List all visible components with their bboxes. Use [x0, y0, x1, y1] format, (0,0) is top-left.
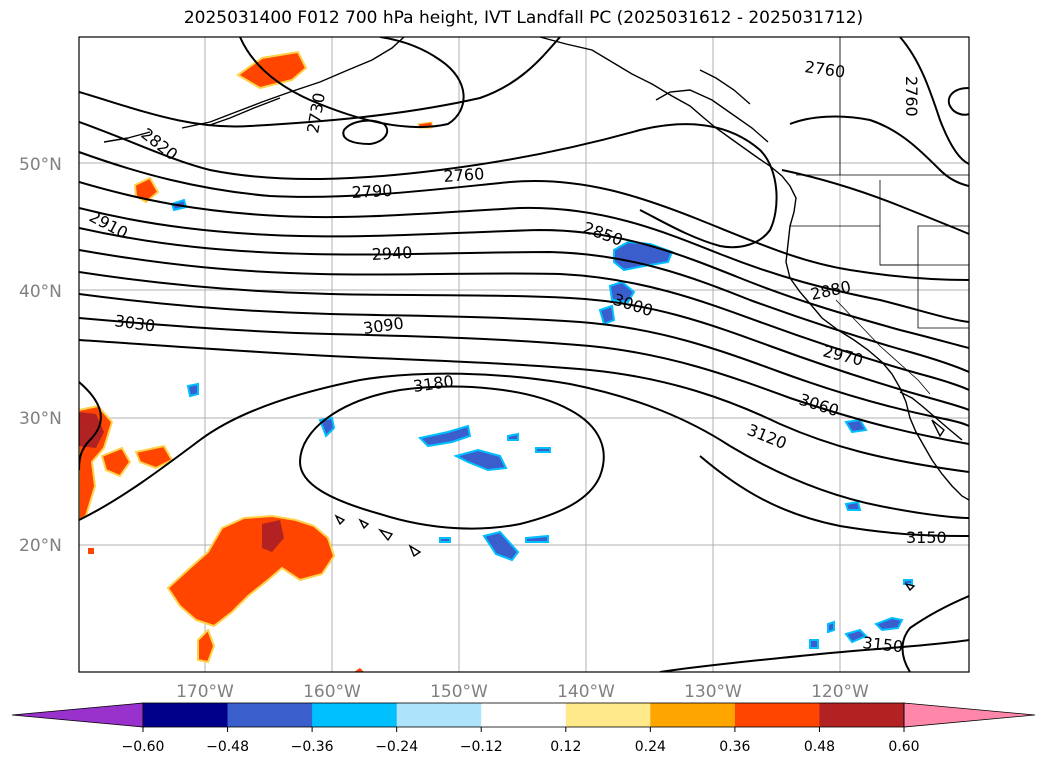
lon-label-160w: 160°W [303, 682, 361, 702]
contour-label: 2790 [351, 181, 393, 202]
longitude-labels: 170°W 160°W 150°W 140°W 130°W 120°W [176, 682, 869, 702]
colorbar-extend-min [11, 702, 144, 728]
latitude-labels: 50°N 40°N 30°N 20°N [19, 155, 62, 556]
colorbar-tick-label: 0.36 [719, 739, 750, 755]
colorbar-tick-label: −0.12 [460, 739, 503, 755]
lat-label-50n: 50°N [19, 155, 62, 175]
contour-label: 3150 [862, 633, 904, 656]
map-title: 2025031400 F012 700 hPa height, IVT Land… [183, 8, 864, 28]
contour-label: 3150 [906, 528, 947, 547]
colorbar: −0.60 −0.48 −0.36 −0.24 −0.12 0.12 0.24 0.36 0.4… [11, 702, 1036, 755]
colorbar-tick-label: 0.48 [804, 739, 835, 755]
colorbar-extend-max [903, 702, 1036, 728]
contour-label: 2760 [443, 164, 485, 186]
colorbar-segment [565, 703, 651, 727]
negative-ivt-patches [170, 198, 913, 649]
colorbar-segment [396, 703, 482, 727]
map-frame [78, 36, 970, 673]
colorbar-tick-label: 0.60 [888, 739, 919, 755]
contour-label: 2940 [371, 243, 413, 264]
colorbar-tick-label: 0.12 [550, 739, 581, 755]
colorbar-tick-label: −0.36 [291, 739, 334, 755]
lon-label-150w: 150°W [430, 682, 488, 702]
colorbar-segment [143, 703, 229, 727]
lon-label-130w: 130°W [684, 682, 742, 702]
contour-label: 2760 [902, 76, 921, 117]
lat-label-20n: 20°N [19, 536, 62, 556]
lon-label-120w: 120°W [811, 682, 869, 702]
lat-label-40n: 40°N [19, 282, 62, 302]
colorbar-segment [481, 703, 567, 727]
colorbar-segment [227, 703, 313, 727]
colorbar-tick-label: −0.48 [206, 739, 249, 755]
lat-label-30n: 30°N [19, 409, 62, 429]
lon-label-140w: 140°W [557, 682, 615, 702]
colorbar-tick-label: −0.60 [122, 739, 165, 755]
colorbar-segment [312, 703, 398, 727]
colorbar-segment [650, 703, 736, 727]
height-contours [79, 37, 969, 672]
colorbar-segment [819, 703, 905, 727]
lon-label-170w: 170°W [176, 682, 234, 702]
colorbar-tick-label: −0.24 [375, 739, 418, 755]
political-borders [790, 37, 969, 395]
positive-ivt-patches [79, 50, 433, 672]
colorbar-segment [734, 703, 820, 727]
colorbar-tick-label: 0.24 [635, 739, 666, 755]
colorbar-border [142, 702, 905, 728]
